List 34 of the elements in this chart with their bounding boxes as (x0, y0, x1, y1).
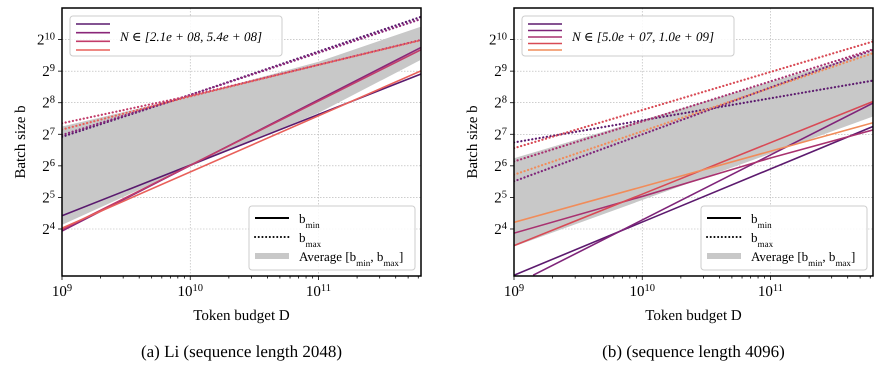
annotation: N ∈ [2.1e + 08, 5.4e + 08] (119, 29, 262, 44)
annotation: b$_{max}$ (299, 230, 322, 249)
y-tick-label: 2$^{5}$ (42, 188, 55, 206)
x-tick-label: 10$^{9}$ (52, 282, 72, 300)
legend-label: Average [b$_{min}$, b$_{max}$] (299, 249, 404, 268)
y-tick-label: 2$^{5}$ (494, 188, 507, 206)
y-tick-label: 2$^{7}$ (42, 126, 55, 144)
x-axis-title: Token budget D (645, 308, 742, 324)
y-tick-label: 2$^{9}$ (494, 62, 507, 80)
y-tick-label: 2$^{6}$ (494, 157, 507, 175)
y-tick-label: 2$^{8}$ (42, 94, 55, 112)
x-tick-label: 10$^{9}$ (504, 282, 524, 300)
x-tick-label: 10$^{11}$ (758, 282, 784, 300)
x-tick-label: 10$^{10}$ (177, 282, 203, 300)
y-tick-label: 2$^{8}$ (494, 94, 507, 112)
y-tick-label: 2$^{7}$ (494, 126, 507, 144)
y-tick-label: 2$^{9}$ (42, 62, 55, 80)
annotation: b$_{min}$ (299, 211, 320, 230)
annotation: b$_{min}$ (751, 211, 772, 230)
annotation: b$_{max}$ (751, 230, 774, 249)
y-tick-label: 2$^{4}$ (494, 220, 508, 238)
annotation: N ∈ [5.0e + 07, 1.0e + 09] (571, 29, 714, 44)
y-axis-title: Batch size b (465, 105, 481, 179)
x-tick-label: 10$^{10}$ (629, 282, 655, 300)
y-tick-label: 2$^{6}$ (42, 157, 55, 175)
legend-label: Average [b$_{min}$, b$_{max}$] (751, 249, 856, 268)
text: (b) (sequence length 4096) (602, 342, 785, 361)
y-axis-title: Batch size b (13, 105, 29, 179)
text: (a) Li (sequence length 2048) (140, 342, 342, 361)
y-tick-label: 2$^{10}$ (37, 31, 55, 49)
y-tick-label: 2$^{10}$ (489, 31, 507, 49)
y-tick-label: 2$^{4}$ (42, 220, 56, 238)
x-tick-label: 10$^{11}$ (306, 282, 332, 300)
x-axis-title: Token budget D (193, 308, 290, 324)
